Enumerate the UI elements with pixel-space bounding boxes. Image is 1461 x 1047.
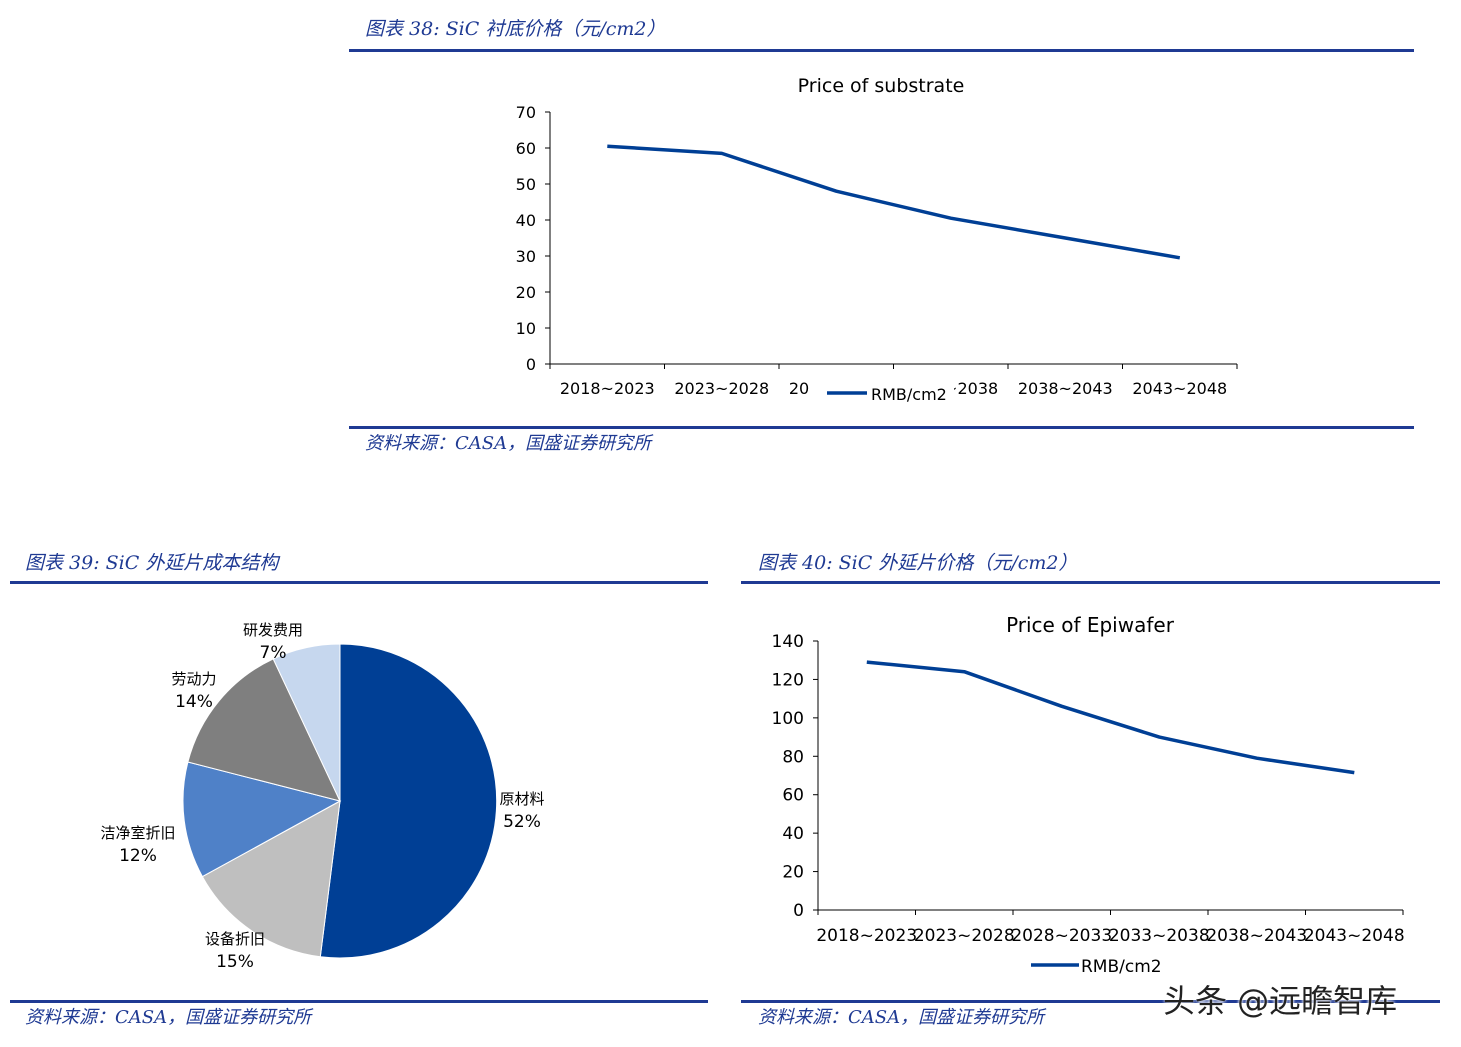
pie-labels: 原材料 52% 设备折旧 15% 洁净室折旧 12% 劳动力 14% 研发费用 7% — [100, 621, 544, 972]
epiwafer-y-tick-label: 20 — [782, 863, 804, 883]
pie-slice-4 — [272, 643, 341, 802]
epiwafer-y-tick-label: 140 — [772, 632, 804, 652]
substrate-y-tick-label: 10 — [516, 319, 536, 338]
epiwafer-x-tick-label: 2018~2023 — [816, 926, 917, 946]
pie-label-name: 洁净室折旧 — [100, 824, 175, 842]
substrate-x-tick-label: 2043~2048 — [1132, 379, 1227, 398]
substrate-x-ticks — [549, 364, 1238, 369]
pie-slice-1 — [201, 800, 341, 958]
figure38-caption: 图表 38: SiC 衬底价格（元/cm2） — [365, 18, 666, 40]
figure39-bottom-rule — [10, 1000, 708, 1003]
substrate-legend: RMB/cm2 — [809, 381, 954, 405]
epiwafer-price-chart: Price of Epiwafer 0 20 40 60 80 100 120 140 201… — [772, 613, 1405, 977]
pie-label-value: 14% — [175, 692, 213, 712]
substrate-legend-label: RMB/cm2 — [871, 385, 947, 404]
substrate-y-tick-label: 0 — [526, 355, 536, 374]
substrate-y-tick-label: 20 — [516, 283, 536, 302]
epiwafer-x-tick-label: 2033~2038 — [1109, 926, 1210, 946]
epiwafer-y-tick-label: 0 — [793, 901, 804, 921]
epiwafer-y-tick-label: 100 — [772, 709, 804, 729]
figure40-bottom-rule — [741, 1000, 1440, 1003]
substrate-y-tick-label: 50 — [516, 175, 536, 194]
pie-slices — [182, 643, 498, 959]
substrate-x-tick-label: 2038~2043 — [1018, 379, 1113, 398]
epiwafer-y-tick-label: 80 — [782, 747, 804, 767]
epiwafer-x-tick-label: 2038~2043 — [1206, 926, 1307, 946]
pie-label-name: 劳动力 — [171, 670, 216, 688]
substrate-price-chart: Price of substrate 0 10 20 30 40 50 60 70 2018~… — [516, 75, 1238, 405]
substrate-y-tick-label: 40 — [516, 211, 536, 230]
pie-label-value: 52% — [503, 812, 541, 832]
substrate-x-tick-label: 2023~2028 — [674, 379, 769, 398]
substrate-series-line — [607, 144, 1181, 260]
figure38-bottom-rule — [349, 426, 1414, 429]
substrate-y-tick-label: 70 — [516, 103, 536, 122]
cost-structure-pie: 原材料 52% 设备折旧 15% 洁净室折旧 12% 劳动力 14% 研发费用 7% — [100, 621, 544, 972]
figure39-top-rule — [10, 581, 708, 584]
pie-label-value: 12% — [119, 846, 157, 866]
figure38-source: 资料来源：CASA，国盛证券研究所 — [365, 433, 652, 454]
figure40-top-rule — [741, 581, 1440, 584]
epiwafer-y-tick-label: 120 — [772, 670, 804, 690]
pie-slice-2 — [182, 761, 342, 878]
pie-slice-3 — [187, 658, 341, 802]
pie-label-value: 7% — [260, 643, 287, 663]
pie-label-name: 原材料 — [499, 790, 544, 808]
substrate-y-tick-label: 60 — [516, 139, 536, 158]
epiwafer-x-tick-label: 2023~2028 — [914, 926, 1015, 946]
pie-slice-0 — [319, 643, 498, 959]
epiwafer-legend-label: RMB/cm2 — [1081, 957, 1162, 977]
figure39-source: 资料来源：CASA，国盛证券研究所 — [25, 1007, 312, 1028]
watermark: 头条 @远瞻智库 — [1163, 982, 1398, 1020]
epiwafer-legend: RMB/cm2 — [1031, 957, 1162, 977]
epiwafer-y-tick-label: 60 — [782, 786, 804, 806]
epiwafer-x-tick-label: 2043~2048 — [1304, 926, 1405, 946]
epiwafer-x-tick-label: 2028~2033 — [1011, 926, 1112, 946]
substrate-y-ticks: 0 10 20 30 40 50 60 70 — [516, 103, 550, 374]
epiwafer-chart-title: Price of Epiwafer — [1006, 613, 1175, 637]
epiwafer-y-tick-label: 40 — [782, 824, 804, 844]
pie-label-value: 15% — [216, 952, 254, 972]
figure40-caption: 图表 40: SiC 外延片价格（元/cm2） — [758, 552, 1078, 574]
pie-label-name: 研发费用 — [243, 621, 303, 639]
epiwafer-x-ticks — [817, 910, 1404, 915]
figure39-caption: 图表 39: SiC 外延片成本结构 — [25, 552, 279, 574]
figure38-top-rule — [349, 49, 1414, 52]
substrate-y-tick-label: 30 — [516, 247, 536, 266]
epiwafer-series-line — [866, 660, 1355, 775]
pie-label-name: 设备折旧 — [205, 930, 265, 948]
substrate-chart-title: Price of substrate — [798, 75, 965, 97]
substrate-x-tick-label: 2018~2023 — [560, 379, 655, 398]
epiwafer-y-ticks: 0 20 40 60 80 100 120 140 — [772, 632, 818, 921]
figure40-source: 资料来源：CASA，国盛证券研究所 — [758, 1007, 1045, 1028]
epiwafer-x-labels: 2018~20232023~20282028~20332033~20382038… — [816, 926, 1404, 946]
